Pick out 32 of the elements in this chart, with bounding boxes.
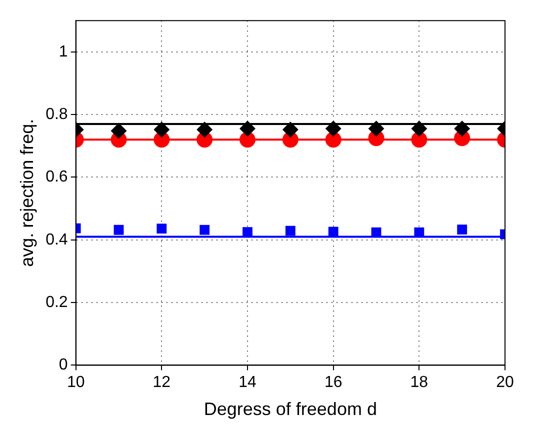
y-axis-title: avg. rejection freq. (16, 118, 37, 267)
point (200, 224, 210, 235)
x-tick-label: 12 (152, 374, 171, 392)
point (282, 122, 298, 138)
point (285, 226, 296, 236)
x-tick-label: 10 (66, 374, 85, 392)
point (156, 224, 167, 234)
point (457, 224, 468, 235)
point (242, 227, 252, 238)
y-tick-label: 1 (58, 43, 68, 60)
point (325, 120, 342, 137)
y-tick-label: 0.4 (46, 231, 68, 248)
x-tick-label: 18 (410, 374, 428, 392)
point (454, 120, 470, 137)
point (114, 224, 124, 235)
y-tick-label: 0 (58, 356, 68, 374)
point (110, 122, 127, 139)
y-tick-label: 0.6 (46, 168, 68, 186)
y-tick-label: 0.2 (46, 294, 68, 311)
x-axis-title: Degress of freedom d (204, 399, 377, 420)
x-tick-label: 20 (496, 374, 514, 392)
y-tick-label: 0.8 (46, 106, 68, 123)
point (328, 226, 338, 237)
point (371, 227, 382, 238)
x-tick-label: 14 (238, 374, 257, 392)
point (196, 122, 213, 138)
point (414, 227, 424, 238)
point (154, 122, 170, 138)
point (411, 120, 428, 137)
point (240, 120, 256, 137)
point (368, 120, 384, 137)
x-tick-label: 16 (324, 374, 342, 392)
